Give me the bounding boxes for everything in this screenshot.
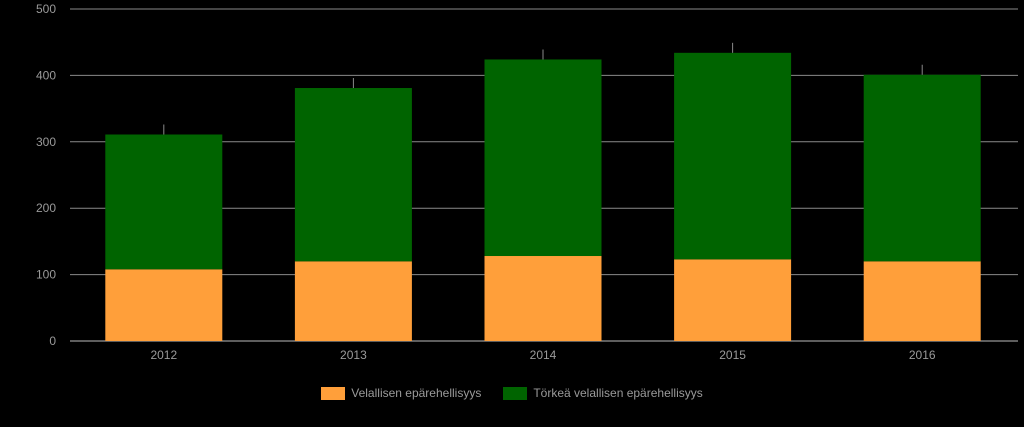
bar-2016-series-1 bbox=[863, 261, 981, 341]
y-tick-label: 100 bbox=[36, 268, 56, 282]
bar-2013-series-1 bbox=[294, 261, 412, 341]
x-axis: 2012 2013 2014 2015 2016 bbox=[150, 348, 935, 362]
legend-item-series-1: Velallisen epärehellisyys bbox=[321, 386, 481, 400]
bar-2016-series-2 bbox=[863, 74, 981, 262]
y-axis: 0 100 200 300 400 500 bbox=[36, 2, 56, 348]
y-tick-label: 300 bbox=[36, 135, 56, 149]
x-tick-label: 2015 bbox=[719, 348, 746, 362]
legend-label-series-2: Törkeä velallisen epärehellisyys bbox=[533, 386, 703, 400]
bar-2015-series-2 bbox=[674, 52, 792, 260]
legend-label-series-1: Velallisen epärehellisyys bbox=[351, 386, 482, 400]
y-tick-label: 500 bbox=[36, 2, 56, 16]
x-tick-label: 2016 bbox=[909, 348, 936, 362]
x-tick-label: 2012 bbox=[150, 348, 177, 362]
y-tick-label: 400 bbox=[36, 68, 56, 82]
legend: Velallisen epärehellisyys Törkeä velalli… bbox=[0, 386, 1024, 400]
bar-2014-series-2 bbox=[484, 59, 602, 257]
bars bbox=[105, 42, 981, 341]
legend-swatch-series-2 bbox=[503, 386, 528, 400]
x-tick-label: 2013 bbox=[340, 348, 367, 362]
bar-2012-series-2 bbox=[105, 134, 223, 270]
legend-swatch-series-1 bbox=[321, 386, 346, 400]
bar-2013-series-2 bbox=[294, 88, 412, 262]
x-tick-label: 2014 bbox=[530, 348, 557, 362]
bar-2014-series-1 bbox=[484, 256, 602, 341]
bar-2015-series-1 bbox=[674, 259, 792, 341]
bar-2012-series-1 bbox=[105, 269, 223, 341]
y-tick-label: 0 bbox=[49, 334, 56, 348]
legend-item-series-2: Törkeä velallisen epärehellisyys bbox=[503, 386, 703, 400]
y-tick-label: 200 bbox=[36, 201, 56, 215]
stacked-bar-chart: 0 100 200 300 400 500 2012 2013 2014 2015 2016 bbox=[36, 2, 1018, 362]
